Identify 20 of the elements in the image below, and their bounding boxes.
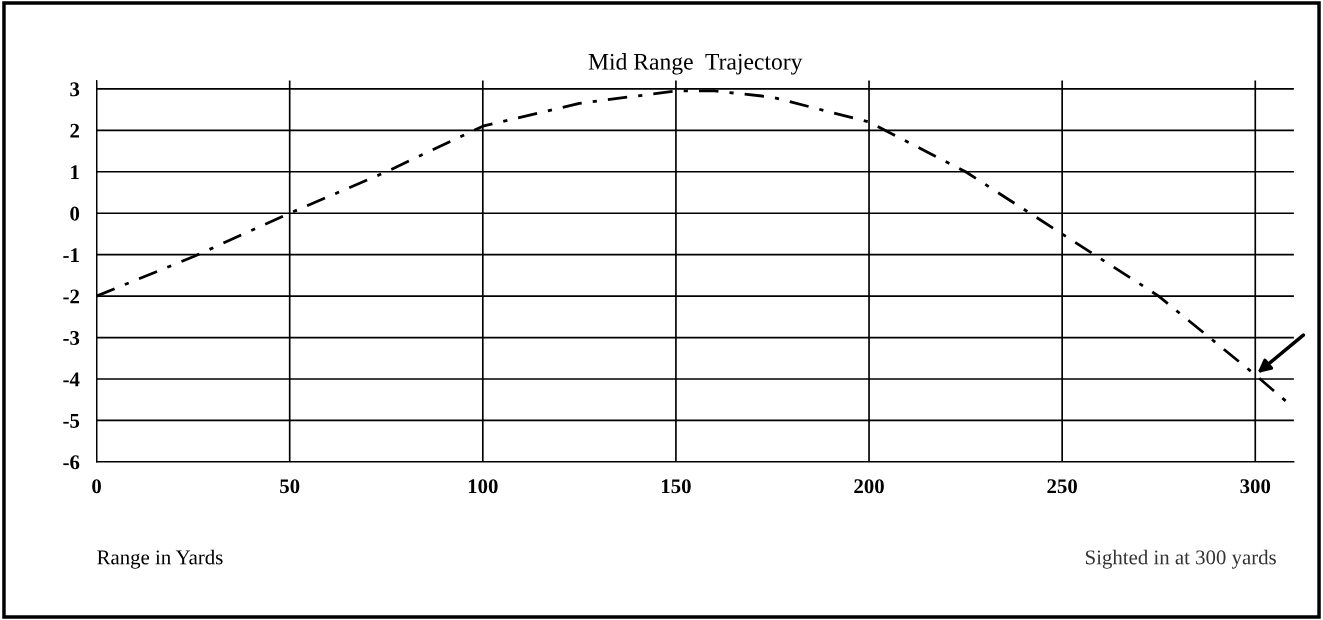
x-tick-label: 250 bbox=[1047, 479, 1077, 494]
x-tick-label: 100 bbox=[468, 479, 498, 494]
y-tick-label: -1 bbox=[63, 248, 79, 262]
y-tick-label: -5 bbox=[63, 414, 80, 428]
chart-title: Mid Range Trajectory bbox=[588, 53, 803, 75]
y-tick-label: -2 bbox=[63, 289, 80, 304]
y-tick-label: 3 bbox=[70, 82, 80, 97]
y-tick-label: -4 bbox=[63, 372, 80, 387]
text: Sighted in at 300 yards bbox=[1085, 549, 1276, 569]
x-axis-title: Range in Yards bbox=[97, 549, 223, 569]
y-tick-label: -3 bbox=[63, 331, 80, 345]
x-tick-label: 150 bbox=[661, 479, 691, 494]
x-tick-label: 0 bbox=[92, 479, 101, 494]
y-tick-label: 2 bbox=[70, 123, 80, 138]
y-tick-label: 1 bbox=[71, 165, 79, 180]
x-tick-label: 300 bbox=[1240, 479, 1271, 494]
y-tick-label: 0 bbox=[70, 206, 80, 221]
x-tick-label: 50 bbox=[280, 479, 300, 494]
y-tick-label: -6 bbox=[63, 455, 80, 470]
x-tick-label: 200 bbox=[854, 479, 884, 494]
